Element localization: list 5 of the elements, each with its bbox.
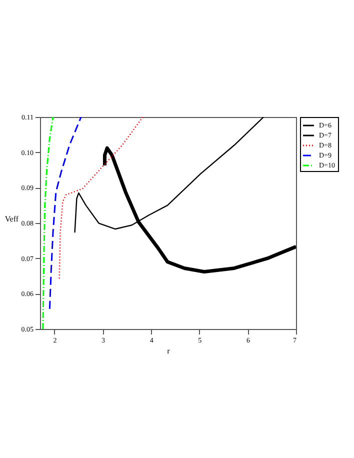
line-series [58, 117, 144, 280]
line-series [42, 117, 54, 329]
line-series [48, 117, 82, 310]
y-axis-title: Veff [4, 214, 19, 224]
x-axis-title: r [167, 346, 170, 356]
